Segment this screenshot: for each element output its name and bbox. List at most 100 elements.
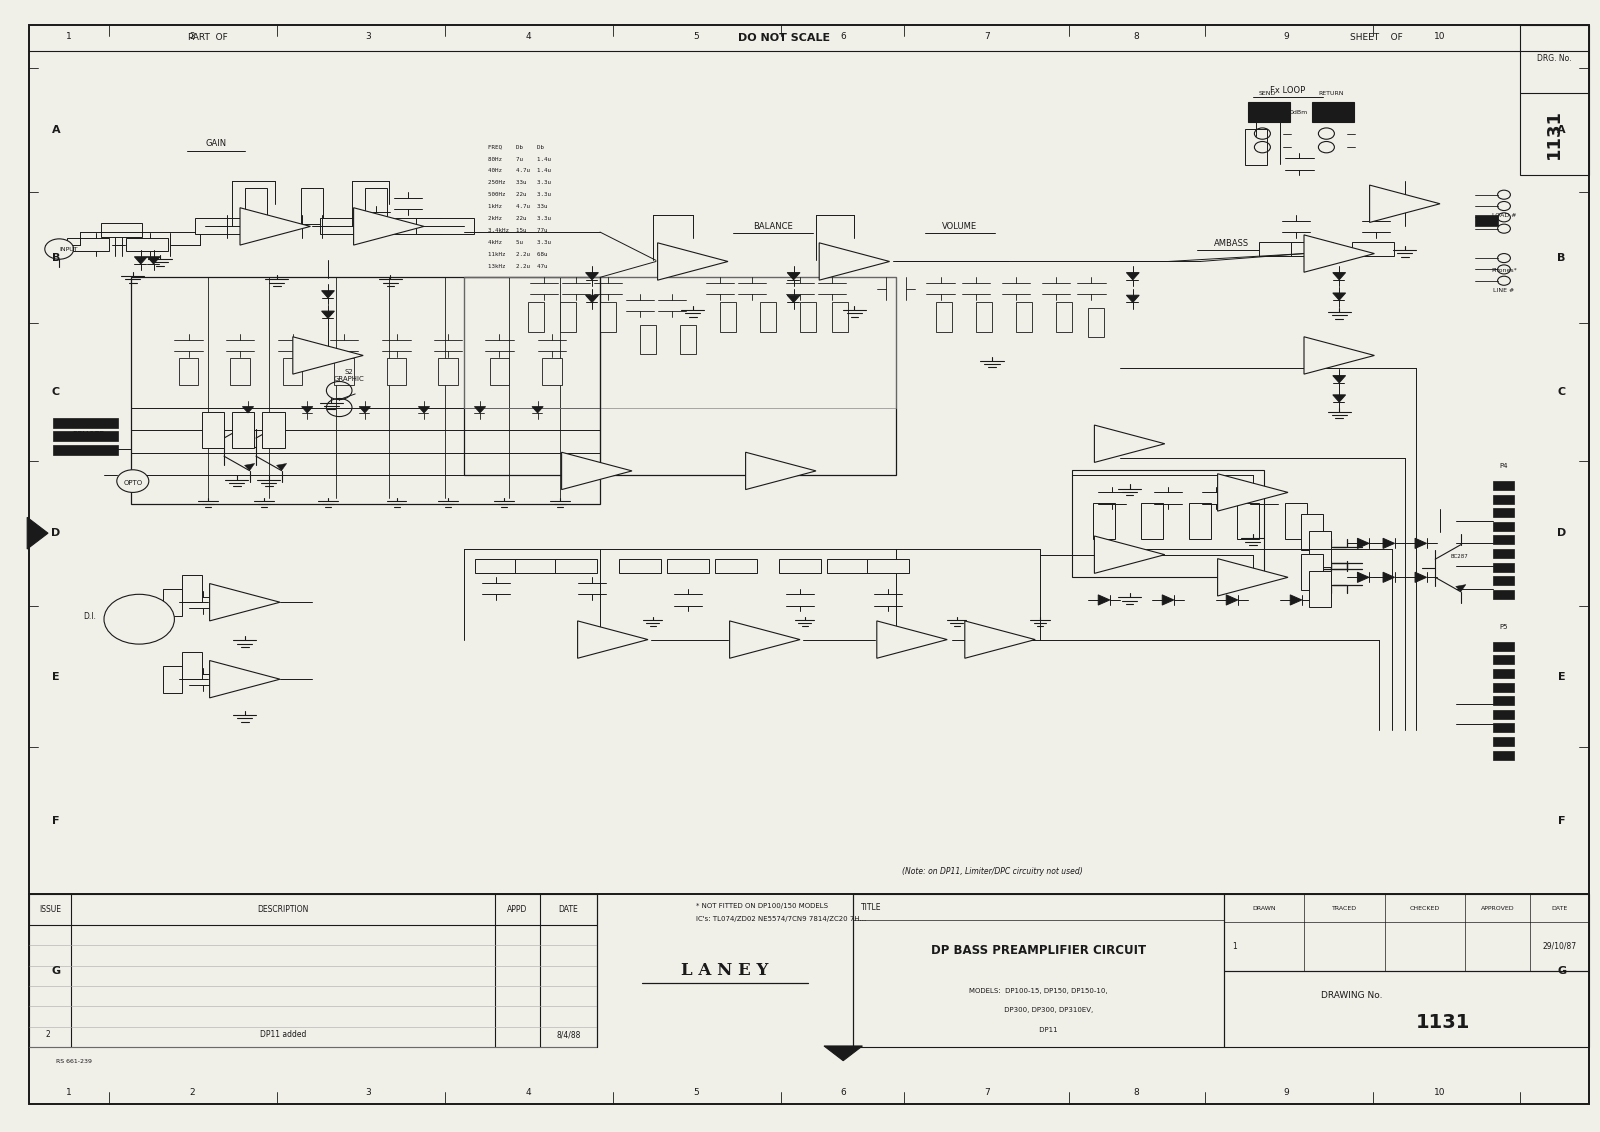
Circle shape: [104, 594, 174, 644]
Polygon shape: [322, 291, 334, 298]
Polygon shape: [27, 517, 48, 549]
Polygon shape: [730, 620, 800, 659]
Bar: [555, 559, 597, 573]
Text: OPTO: OPTO: [123, 480, 142, 487]
Text: C: C: [51, 387, 61, 396]
Text: Phones*: Phones*: [1491, 268, 1517, 273]
Polygon shape: [824, 1046, 862, 1061]
Text: E: E: [1558, 672, 1565, 681]
Bar: [1493, 522, 1514, 531]
Bar: [320, 218, 378, 234]
Text: 13kHz   2.2u  47u: 13kHz 2.2u 47u: [488, 264, 547, 268]
Bar: [262, 412, 285, 448]
Polygon shape: [1098, 595, 1110, 606]
Bar: [1493, 655, 1514, 664]
Text: 40Hz    4.7u  1.4u: 40Hz 4.7u 1.4u: [488, 169, 550, 173]
Polygon shape: [302, 406, 314, 413]
Polygon shape: [210, 660, 280, 697]
Bar: [1493, 508, 1514, 517]
Bar: [1493, 481, 1514, 490]
Bar: [853, 894, 1224, 1047]
Bar: [680, 325, 696, 354]
Bar: [1493, 590, 1514, 599]
Bar: [29, 894, 597, 1047]
Polygon shape: [746, 453, 816, 489]
Text: 10: 10: [1434, 1088, 1446, 1097]
Bar: [1088, 308, 1104, 337]
Polygon shape: [358, 406, 371, 413]
Text: P4: P4: [1499, 463, 1509, 470]
Text: 11kHz   2.2u  68u: 11kHz 2.2u 68u: [488, 251, 547, 257]
Text: G: G: [1557, 967, 1566, 976]
Text: L A N E Y: L A N E Y: [682, 962, 768, 979]
Bar: [1493, 737, 1514, 746]
Bar: [1493, 549, 1514, 558]
Polygon shape: [1333, 293, 1346, 300]
Polygon shape: [1333, 273, 1346, 280]
Text: 3.4kHz  15u   77u: 3.4kHz 15u 77u: [488, 228, 547, 233]
Bar: [760, 302, 776, 332]
Bar: [475, 559, 517, 573]
Bar: [560, 302, 576, 332]
Bar: [1291, 242, 1333, 256]
Bar: [1493, 495, 1514, 504]
Text: DRG. No.: DRG. No.: [1538, 54, 1571, 63]
Bar: [542, 358, 562, 385]
Bar: [163, 589, 182, 616]
Bar: [232, 412, 254, 448]
Bar: [1493, 751, 1514, 760]
Bar: [1259, 242, 1301, 256]
Bar: [800, 302, 816, 332]
Polygon shape: [1218, 559, 1288, 595]
Text: TRACED: TRACED: [1331, 906, 1357, 910]
Text: GAIN: GAIN: [205, 139, 227, 148]
Text: DP300, DP300, DP310EV,: DP300, DP300, DP310EV,: [984, 1007, 1093, 1013]
Text: 9: 9: [1283, 32, 1290, 41]
Text: DP11: DP11: [1019, 1027, 1058, 1034]
Text: 8: 8: [1133, 1088, 1139, 1097]
Text: 250Hz   33u   3.3u: 250Hz 33u 3.3u: [488, 180, 550, 186]
Bar: [1493, 723, 1514, 732]
Text: B: B: [51, 254, 61, 263]
Bar: [1072, 470, 1264, 577]
Text: DP BASS PREAMPLIFIER CIRCUIT: DP BASS PREAMPLIFIER CIRCUIT: [931, 944, 1146, 958]
Text: D: D: [1557, 529, 1566, 538]
Polygon shape: [562, 453, 632, 489]
Polygon shape: [1414, 539, 1427, 548]
Bar: [779, 559, 821, 573]
Bar: [1493, 563, 1514, 572]
Bar: [619, 559, 661, 573]
Text: 6: 6: [840, 1088, 846, 1097]
Bar: [202, 412, 224, 448]
Text: E: E: [53, 672, 59, 681]
Bar: [387, 358, 406, 385]
Text: INPUT: INPUT: [59, 247, 78, 251]
Bar: [1493, 576, 1514, 585]
Bar: [131, 277, 600, 504]
Text: A: A: [1557, 126, 1566, 135]
Bar: [1309, 531, 1331, 567]
Polygon shape: [1126, 273, 1139, 280]
Bar: [1493, 683, 1514, 692]
Text: A: A: [51, 126, 61, 135]
Text: C: C: [1557, 387, 1566, 396]
Polygon shape: [1162, 595, 1174, 606]
Text: 7: 7: [984, 1088, 990, 1097]
Text: 1kHz    4.7u  33u: 1kHz 4.7u 33u: [488, 204, 547, 209]
Polygon shape: [1414, 573, 1427, 582]
Bar: [126, 238, 168, 251]
Text: 4: 4: [525, 32, 531, 41]
Polygon shape: [1126, 295, 1139, 302]
Polygon shape: [1357, 573, 1370, 582]
Text: 1131: 1131: [1546, 109, 1563, 160]
Bar: [1093, 503, 1115, 539]
Bar: [1520, 25, 1589, 175]
Bar: [667, 559, 709, 573]
Text: 2kHz    22u   3.3u: 2kHz 22u 3.3u: [488, 216, 550, 221]
Polygon shape: [1456, 584, 1466, 592]
Text: RETURN: RETURN: [1318, 92, 1344, 96]
Text: * NOT FITTED ON DP100/150 MODELS: * NOT FITTED ON DP100/150 MODELS: [696, 902, 829, 909]
Bar: [715, 559, 757, 573]
Text: DATE: DATE: [1552, 906, 1568, 910]
Text: 29/10/87: 29/10/87: [1542, 942, 1576, 951]
